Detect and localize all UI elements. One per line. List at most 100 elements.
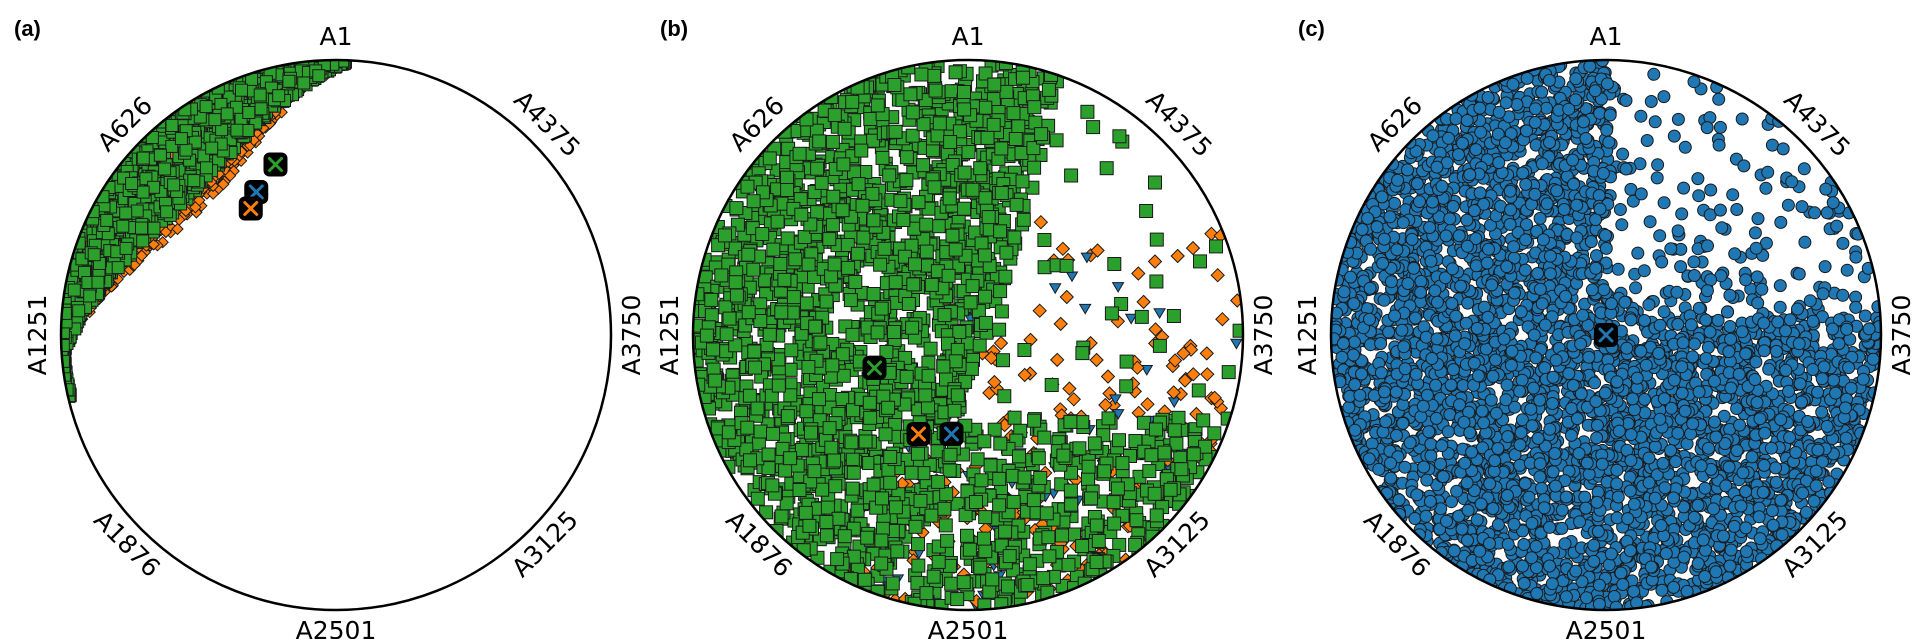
- point-diamond: [1136, 294, 1151, 310]
- point-diamond: [1140, 397, 1155, 412]
- point-square: [158, 162, 172, 176]
- point-square: [1041, 530, 1056, 545]
- point-square: [1037, 430, 1052, 445]
- point-square: [1034, 127, 1049, 142]
- panel-b-label: (b): [660, 16, 688, 41]
- point-square: [875, 491, 889, 506]
- point-square: [873, 257, 888, 272]
- point-square: [942, 191, 957, 206]
- point-square: [932, 116, 947, 131]
- point-square: [870, 98, 885, 113]
- point-triangle: [1111, 282, 1125, 293]
- point-square: [825, 134, 840, 149]
- point-square: [813, 335, 828, 350]
- point-square: [964, 361, 979, 376]
- point-square: [931, 554, 946, 569]
- point-square: [978, 100, 993, 115]
- point-square: [904, 465, 919, 480]
- point-square: [802, 518, 817, 533]
- point-circle: [1678, 140, 1692, 154]
- point-square: [914, 67, 929, 82]
- point-square: [746, 262, 761, 277]
- point-square: [1139, 204, 1154, 218]
- point-square: [704, 292, 719, 307]
- point-square: [837, 529, 852, 544]
- point-square: [860, 530, 875, 545]
- point-square: [844, 435, 859, 450]
- point-square: [875, 521, 890, 536]
- point-square: [888, 500, 903, 515]
- point-square: [706, 342, 720, 357]
- point-square: [963, 295, 978, 310]
- point-square: [978, 289, 992, 304]
- point-square: [1209, 239, 1223, 254]
- point-square: [130, 204, 144, 218]
- point-square: [977, 248, 992, 263]
- point-square: [774, 509, 789, 524]
- point-square: [996, 353, 1010, 368]
- point-square: [845, 94, 860, 109]
- point-square: [1149, 422, 1163, 437]
- point-square: [814, 175, 829, 190]
- point-square: [919, 217, 934, 232]
- point-diamond: [1049, 352, 1065, 368]
- point-triangle: [1230, 338, 1243, 350]
- point-square: [778, 463, 793, 478]
- point-square: [1081, 459, 1096, 474]
- point-diamond: [1185, 240, 1201, 256]
- point-square: [1022, 557, 1037, 572]
- point-square: [1064, 497, 1079, 512]
- point-square: [807, 464, 822, 479]
- point-diamond: [1032, 303, 1047, 318]
- point-square: [773, 257, 788, 271]
- point-square: [1049, 133, 1064, 148]
- point-diamond: [135, 249, 148, 262]
- point-square: [961, 145, 976, 159]
- point-square: [1014, 146, 1029, 160]
- point-square: [174, 132, 188, 146]
- point-square: [948, 65, 963, 80]
- point-square: [866, 287, 881, 301]
- point-square: [916, 466, 931, 481]
- point-square: [883, 450, 898, 464]
- point-square: [1011, 119, 1026, 134]
- point-square: [845, 327, 860, 342]
- point-square: [830, 552, 845, 567]
- point-square: [1020, 578, 1035, 592]
- point-square: [888, 124, 903, 139]
- point-square: [981, 210, 996, 225]
- point-square: [1104, 306, 1119, 321]
- point-square: [794, 207, 809, 222]
- point-square: [235, 83, 248, 97]
- point-square: [970, 452, 985, 467]
- point-square: [1044, 378, 1059, 392]
- point-square: [91, 275, 105, 289]
- point-square: [980, 130, 995, 145]
- axis-label-a2501: A2501: [928, 616, 1009, 639]
- point-diamond: [1033, 214, 1049, 230]
- point-square: [160, 205, 174, 219]
- point-square: [850, 503, 865, 518]
- point-square: [948, 242, 963, 257]
- point-square: [780, 231, 795, 246]
- point-square: [941, 268, 956, 283]
- point-square: [938, 518, 953, 533]
- point-square: [1191, 383, 1206, 398]
- point-diamond: [1055, 241, 1071, 257]
- point-square: [1115, 456, 1130, 471]
- point-square: [999, 245, 1014, 260]
- point-square: [943, 135, 958, 149]
- point-square: [983, 458, 998, 473]
- point-square: [1036, 571, 1051, 586]
- point-square: [815, 482, 830, 497]
- point-square: [799, 404, 814, 419]
- point-square: [1186, 447, 1201, 462]
- point-square: [878, 427, 893, 442]
- point-triangle: [1078, 303, 1092, 315]
- point-square: [1099, 161, 1114, 176]
- point-square: [1107, 257, 1122, 271]
- point-triangle: [1153, 308, 1166, 319]
- point-square: [851, 177, 866, 192]
- point-square: [1007, 410, 1022, 425]
